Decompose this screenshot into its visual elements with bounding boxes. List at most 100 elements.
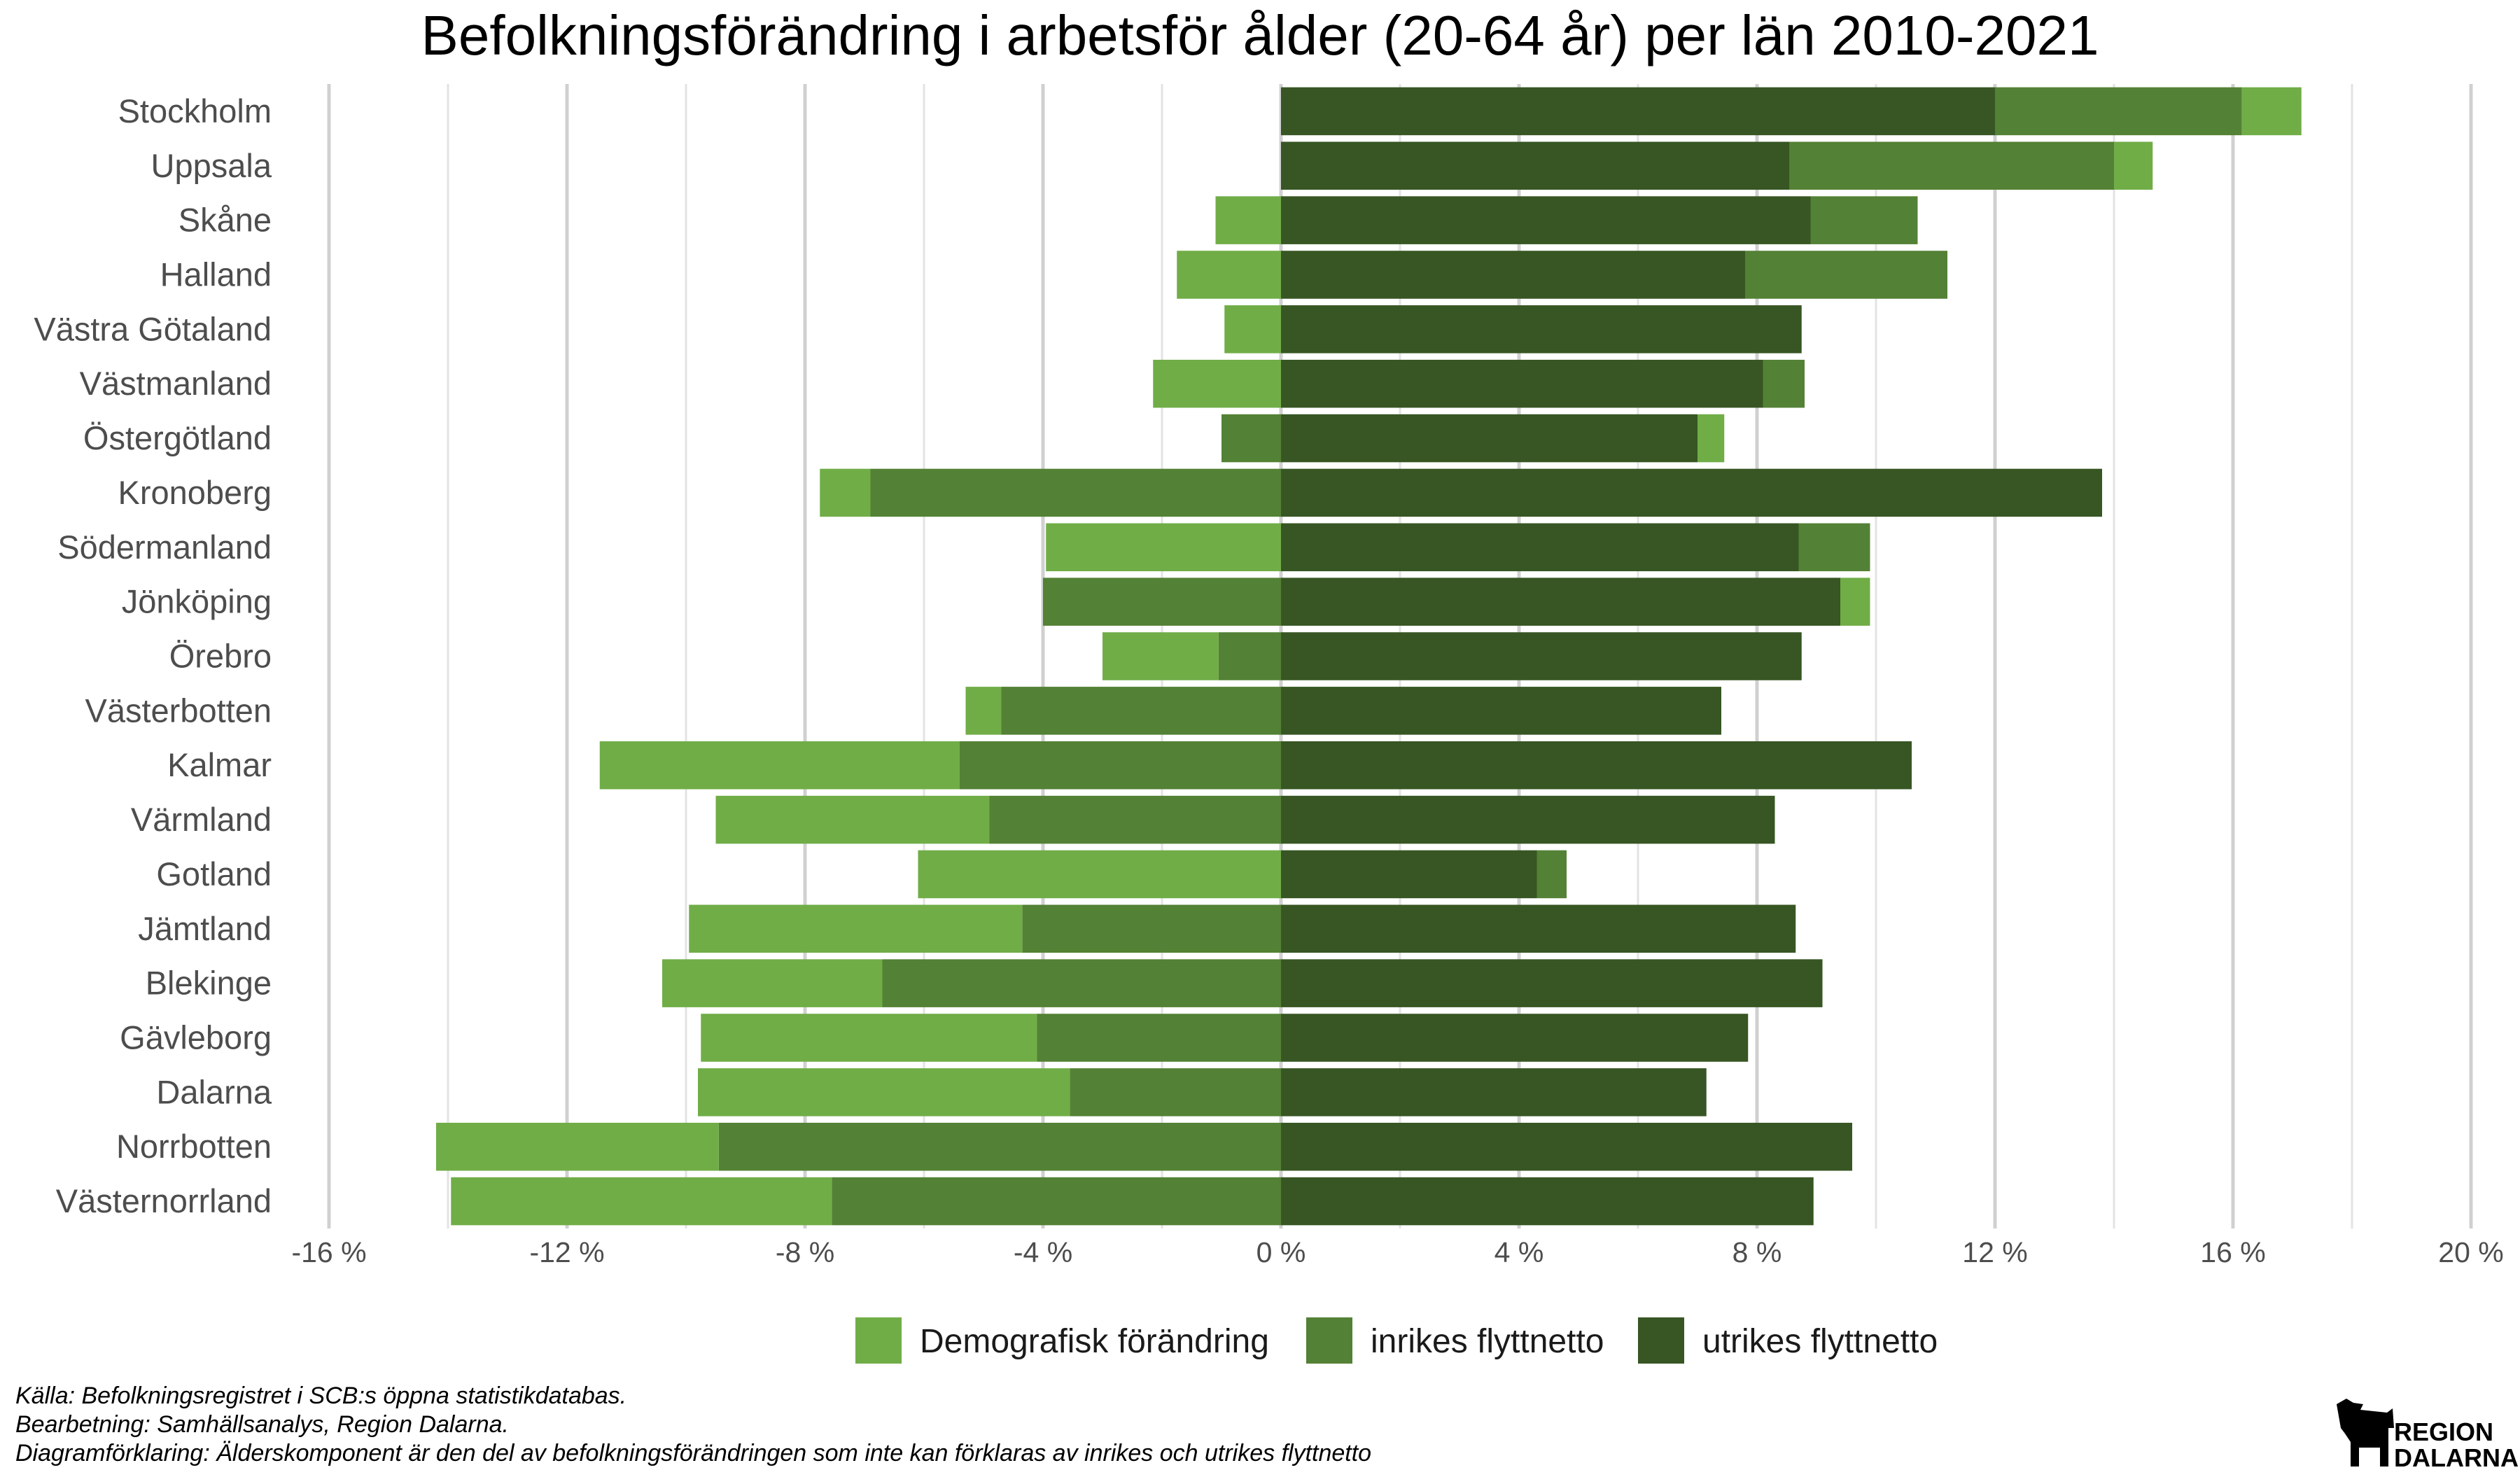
legend-swatch-utrikes-flyttnetto (1638, 1317, 1684, 1364)
bar-gavleborg-utrikes-flyttnetto (1281, 1014, 1749, 1062)
bar-blekinge-utrikes-flyttnetto (1281, 959, 1823, 1007)
bar-norrbotten-utrikes-flyttnetto (1281, 1122, 1852, 1171)
x-tick-label: 4 % (1494, 1236, 1544, 1268)
bar-jonkoping-inrikes-flyttnetto (1043, 578, 1281, 626)
x-tick-label: -12 % (529, 1236, 604, 1268)
bar-orebro-utrikes-flyttnetto (1281, 632, 1802, 680)
bar-jamtland-utrikes-flyttnetto (1281, 904, 1796, 953)
bar-norrbotten-demografisk-forandring (436, 1122, 719, 1171)
bar-kalmar-inrikes-flyttnetto (960, 741, 1281, 790)
bar-dalarna-utrikes-flyttnetto (1281, 1068, 1707, 1116)
bar-vasterbotten-inrikes-flyttnetto (1001, 687, 1281, 735)
bar-orebro-demografisk-forandring (1102, 632, 1219, 680)
footnote-source: Källa: Befolkningsregistret i SCB:s öppn… (15, 1382, 626, 1409)
category-label-kalmar: Kalmar (167, 746, 272, 783)
bar-uppsala-utrikes-flyttnetto (1281, 141, 1790, 190)
legend-label-inrikes-flyttnetto: inrikes flyttnetto (1371, 1323, 1604, 1360)
footnote-processing: Bearbetning: Samhällsanalys, Region Dala… (15, 1411, 509, 1438)
x-tick-label: -4 % (1014, 1236, 1072, 1268)
bar-halland-utrikes-flyttnetto (1281, 251, 1745, 299)
logo-line-2: DALARNA (2394, 1443, 2519, 1470)
bar-gotland-demografisk-forandring (918, 850, 1281, 899)
bar-vasternorrland-inrikes-flyttnetto (832, 1177, 1281, 1226)
bar-vastmanland-demografisk-forandring (1153, 359, 1281, 408)
category-label-skane: Skåne (178, 202, 272, 239)
logo-line-1: REGION (2394, 1418, 2493, 1446)
category-label-blekinge: Blekinge (146, 965, 272, 1002)
category-label-dalarna: Dalarna (156, 1073, 272, 1110)
x-tick-label: 20 % (2438, 1236, 2503, 1268)
bar-vasternorrland-demografisk-forandring (451, 1177, 832, 1226)
region-dalarna-logo: REGION DALARNA (2337, 1399, 2519, 1470)
bar-varmland-inrikes-flyttnetto (989, 795, 1281, 844)
bar-skane-inrikes-flyttnetto (1810, 196, 1918, 244)
category-label-orebro: Örebro (169, 638, 272, 675)
bar-varmland-utrikes-flyttnetto (1281, 795, 1775, 844)
category-label-halland: Halland (160, 256, 272, 293)
bar-kalmar-utrikes-flyttnetto (1281, 741, 1912, 790)
bar-skane-demografisk-forandring (1215, 196, 1281, 244)
category-label-norrbotten: Norrbotten (116, 1128, 272, 1165)
bar-jamtland-inrikes-flyttnetto (1022, 904, 1281, 953)
footnote-explanation: Diagramförklaring: Älderskomponent är de… (15, 1440, 1371, 1466)
bar-halland-inrikes-flyttnetto (1745, 251, 1947, 299)
bar-gavleborg-inrikes-flyttnetto (1037, 1014, 1281, 1062)
bar-kronoberg-inrikes-flyttnetto (870, 468, 1281, 517)
bar-kronoberg-demografisk-forandring (820, 468, 871, 517)
x-axis-ticks: -16 % -12 % -8 % -4 % 0 % 4 % 8 % 12 % 16 % 20 % (291, 1236, 2503, 1268)
bar-orebro-inrikes-flyttnetto (1218, 632, 1281, 680)
x-tick-label: 16 % (2200, 1236, 2265, 1268)
bar-kalmar-demografisk-forandring (599, 741, 960, 790)
bar-ostergotland-utrikes-flyttnetto (1281, 414, 1698, 463)
bar-halland-demografisk-forandring (1177, 251, 1281, 299)
bar-vastra-gotaland-demografisk-forandring (1224, 305, 1281, 354)
category-labels: Stockholm Uppsala Skåne Halland Västra Götal… (34, 92, 272, 1219)
bar-uppsala-inrikes-flyttnetto (1789, 141, 2114, 190)
bar-skane-utrikes-flyttnetto (1281, 196, 1811, 244)
x-tick-label: -8 % (776, 1236, 834, 1268)
category-label-gavleborg: Gävleborg (120, 1019, 272, 1056)
bars-layer (436, 87, 2302, 1226)
bar-vasternorrland-utrikes-flyttnetto (1281, 1177, 1814, 1226)
legend-label-demografisk-forandring: Demografisk förändring (920, 1323, 1269, 1360)
category-label-gotland: Gotland (156, 855, 272, 892)
bar-gotland-utrikes-flyttnetto (1281, 850, 1537, 899)
category-label-vastmanland: Västmanland (80, 365, 272, 402)
bar-stockholm-utrikes-flyttnetto (1281, 87, 1995, 136)
x-tick-label: 0 % (1256, 1236, 1306, 1268)
bar-uppsala-demografisk-forandring (2114, 141, 2153, 190)
bar-vastmanland-utrikes-flyttnetto (1281, 359, 1763, 408)
category-label-ostergotland: Östergötland (83, 419, 272, 456)
category-label-varmland: Värmland (131, 801, 272, 838)
footnotes: Källa: Befolkningsregistret i SCB:s öppn… (15, 1382, 1371, 1466)
bar-sodermanland-utrikes-flyttnetto (1281, 523, 1799, 572)
x-tick-label: 12 % (1962, 1236, 2027, 1268)
category-label-kronoberg: Kronoberg (118, 474, 272, 511)
bar-stockholm-inrikes-flyttnetto (1995, 87, 2242, 136)
bar-vastra-gotaland-utrikes-flyttnetto (1281, 305, 1802, 354)
bar-jonkoping-utrikes-flyttnetto (1281, 578, 1840, 626)
bar-dalarna-demografisk-forandring (698, 1068, 1070, 1116)
category-label-uppsala: Uppsala (151, 147, 272, 184)
bar-gotland-inrikes-flyttnetto (1536, 850, 1567, 899)
category-label-vastra-gotaland: Västra Götaland (34, 310, 272, 347)
bar-blekinge-inrikes-flyttnetto (882, 959, 1281, 1007)
bar-ostergotland-demografisk-forandring (1698, 414, 1725, 463)
legend-label-utrikes-flyttnetto: utrikes flyttnetto (1702, 1323, 1938, 1360)
category-label-stockholm: Stockholm (118, 92, 272, 130)
category-label-sodermanland: Södermanland (57, 528, 272, 566)
bar-blekinge-demografisk-forandring (662, 959, 883, 1007)
legend: Demografisk förändring inrikes flyttnetto… (855, 1317, 1938, 1364)
legend-swatch-demografisk-forandring (855, 1317, 902, 1364)
bar-stockholm-demografisk-forandring (2241, 87, 2302, 136)
bar-sodermanland-inrikes-flyttnetto (1798, 523, 1870, 572)
bar-dalarna-inrikes-flyttnetto (1070, 1068, 1281, 1116)
bar-sodermanland-demografisk-forandring (1046, 523, 1281, 572)
bar-varmland-demografisk-forandring (715, 795, 990, 844)
bar-jamtland-demografisk-forandring (689, 904, 1023, 953)
category-label-vasternorrland: Västernorrland (56, 1182, 272, 1219)
category-label-jonkoping: Jönköping (122, 583, 272, 620)
legend-swatch-inrikes-flyttnetto (1306, 1317, 1352, 1364)
x-tick-label: 8 % (1732, 1236, 1782, 1268)
bar-vasterbotten-utrikes-flyttnetto (1281, 687, 1721, 735)
